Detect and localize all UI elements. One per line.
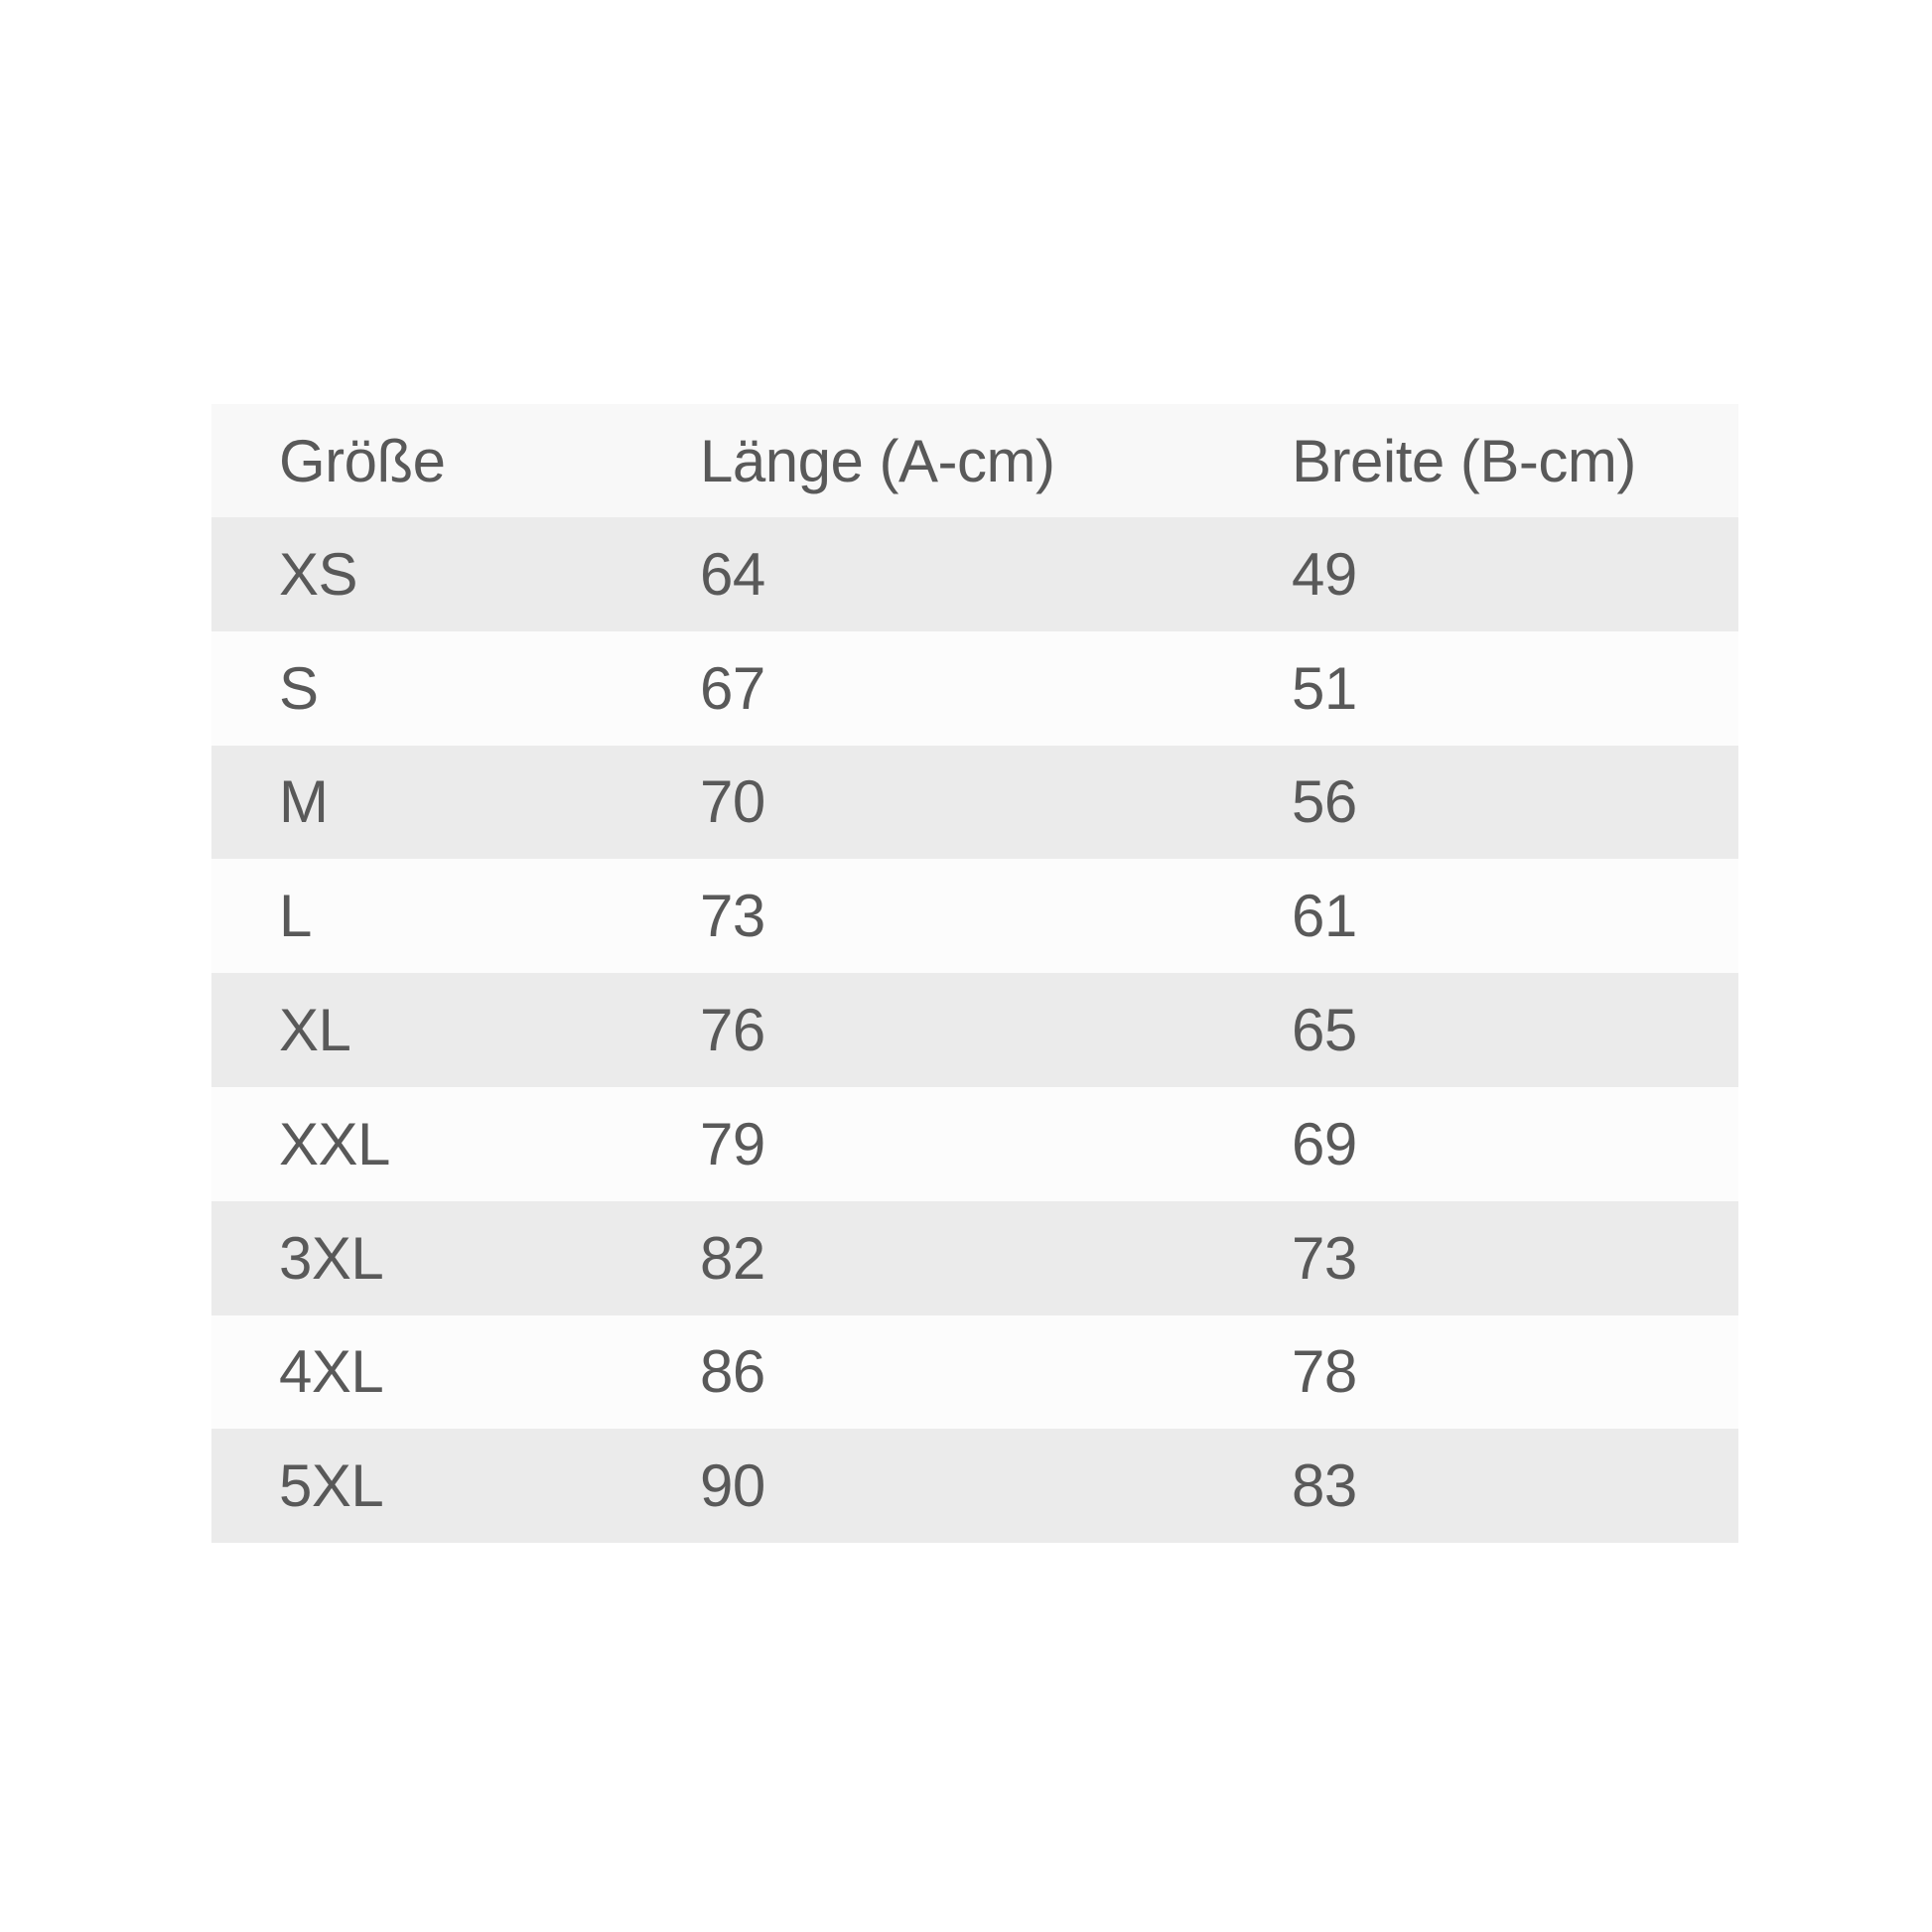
cell-width: 56 <box>1292 768 1357 836</box>
cell-width: 61 <box>1292 883 1357 950</box>
cell-length: 76 <box>700 997 765 1064</box>
size-chart-table: Größe Länge (A-cm) Breite (B-cm) XS 64 49 S… <box>211 404 1738 1544</box>
cell-length: 70 <box>700 768 765 836</box>
cell-width: 51 <box>1292 654 1357 722</box>
header-length: Länge (A-cm) <box>700 427 1055 494</box>
cell-width: 83 <box>1292 1452 1357 1520</box>
cell-size: 5XL <box>279 1452 384 1520</box>
table-row: XXL 79 69 <box>211 1086 1738 1201</box>
table-row: XS 64 49 <box>211 517 1738 631</box>
cell-size: L <box>279 883 312 950</box>
cell-length: 90 <box>700 1452 765 1520</box>
cell-size: M <box>279 768 329 836</box>
table-row: XL 76 65 <box>211 973 1738 1087</box>
cell-length: 64 <box>700 540 765 608</box>
cell-length: 79 <box>700 1110 765 1177</box>
cell-width: 69 <box>1292 1110 1357 1177</box>
table-row: 4XL 86 78 <box>211 1314 1738 1430</box>
table-header: Größe Länge (A-cm) Breite (B-cm) <box>211 404 1738 517</box>
cell-length: 82 <box>700 1224 765 1292</box>
header-size: Größe <box>279 427 446 494</box>
table-row: S 67 51 <box>211 630 1738 746</box>
cell-width: 73 <box>1292 1224 1357 1292</box>
cell-size: XXL <box>279 1110 390 1177</box>
cell-size: 4XL <box>279 1338 384 1406</box>
table-row: 3XL 82 73 <box>211 1200 1738 1315</box>
cell-length: 73 <box>700 883 765 950</box>
table-row: M 70 56 <box>211 745 1738 860</box>
cell-width: 65 <box>1292 997 1357 1064</box>
cell-length: 86 <box>700 1338 765 1406</box>
cell-size: XS <box>279 540 358 608</box>
cell-length: 67 <box>700 654 765 722</box>
cell-width: 49 <box>1292 540 1357 608</box>
cell-size: XL <box>279 997 351 1064</box>
header-width: Breite (B-cm) <box>1292 427 1636 494</box>
table-row: 5XL 90 83 <box>211 1429 1738 1544</box>
cell-width: 78 <box>1292 1338 1357 1406</box>
cell-size: S <box>279 654 319 722</box>
table-row: L 73 61 <box>211 859 1738 974</box>
cell-size: 3XL <box>279 1224 384 1292</box>
